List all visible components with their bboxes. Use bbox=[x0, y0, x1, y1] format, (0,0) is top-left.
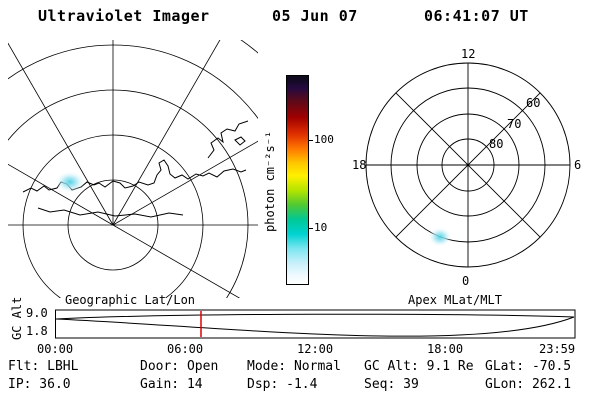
status-gain: Gain: 14 bbox=[140, 377, 203, 392]
colorbar-tick-mark-10 bbox=[309, 228, 313, 229]
status-ip: IP: 36.0 bbox=[8, 377, 71, 392]
uv-emission-geo bbox=[55, 171, 85, 193]
app-title: Ultraviolet Imager bbox=[38, 7, 210, 25]
xtick-1800: 18:00 bbox=[427, 342, 464, 356]
status-glon: GLon: 262.1 bbox=[485, 377, 572, 392]
obs-time: 06:41:07 UT bbox=[424, 7, 529, 25]
status-dsp: Dsp: -1.4 bbox=[247, 377, 318, 392]
status-seq: Seq: 39 bbox=[364, 377, 419, 392]
xtick-1200: 12:00 bbox=[297, 342, 334, 356]
mlt-label-0: 0 bbox=[462, 274, 469, 288]
colorbar-tick-mark-100 bbox=[309, 140, 313, 141]
geo-graticule bbox=[8, 40, 258, 298]
strip-chart-ymin: 1.8 bbox=[26, 324, 48, 338]
uv-emission-apex bbox=[428, 227, 452, 247]
strip-chart-ylabel: GC Alt bbox=[10, 296, 24, 340]
apex-panel-caption: Apex MLat/MLT bbox=[408, 293, 502, 307]
strip-chart bbox=[55, 309, 576, 339]
xtick-0000: 00:00 bbox=[37, 342, 74, 356]
altitude-curve-upper bbox=[55, 313, 575, 320]
apex-polar-plot: 12 6 0 18 60 70 80 bbox=[352, 47, 581, 288]
mlat-label-80: 80 bbox=[489, 137, 503, 151]
strip-chart-frame bbox=[55, 309, 576, 339]
colorbar-unit-label: photon cm⁻²s⁻¹ bbox=[263, 130, 277, 232]
colorbar-tick-10: 10 bbox=[314, 221, 328, 234]
altitude-curve-lower bbox=[55, 316, 575, 337]
strip-chart-ymax: 9.0 bbox=[26, 306, 48, 320]
mlat-label-70: 70 bbox=[507, 117, 521, 131]
geo-map bbox=[8, 40, 258, 298]
status-door: Door: Open bbox=[140, 359, 219, 374]
obs-date: 05 Jun 07 bbox=[272, 7, 358, 25]
mlt-label-18: 18 bbox=[352, 158, 366, 172]
status-flt: Flt: LBHL bbox=[8, 359, 79, 374]
colorbar bbox=[286, 75, 309, 285]
mlt-label-6: 6 bbox=[574, 158, 581, 172]
mlt-label-12: 12 bbox=[461, 47, 475, 61]
status-glat: GLat: -70.5 bbox=[485, 359, 572, 374]
status-gcalt: GC Alt: 9.1 Re bbox=[364, 359, 474, 374]
status-mode: Mode: Normal bbox=[247, 359, 341, 374]
geo-panel-caption: Geographic Lat/Lon bbox=[64, 293, 196, 307]
colorbar-tick-100: 100 bbox=[314, 133, 334, 146]
xtick-0600: 06:00 bbox=[167, 342, 204, 356]
apex-grid bbox=[365, 62, 571, 268]
xtick-2359: 23:59 bbox=[539, 342, 576, 356]
mlat-label-60: 60 bbox=[526, 96, 540, 110]
